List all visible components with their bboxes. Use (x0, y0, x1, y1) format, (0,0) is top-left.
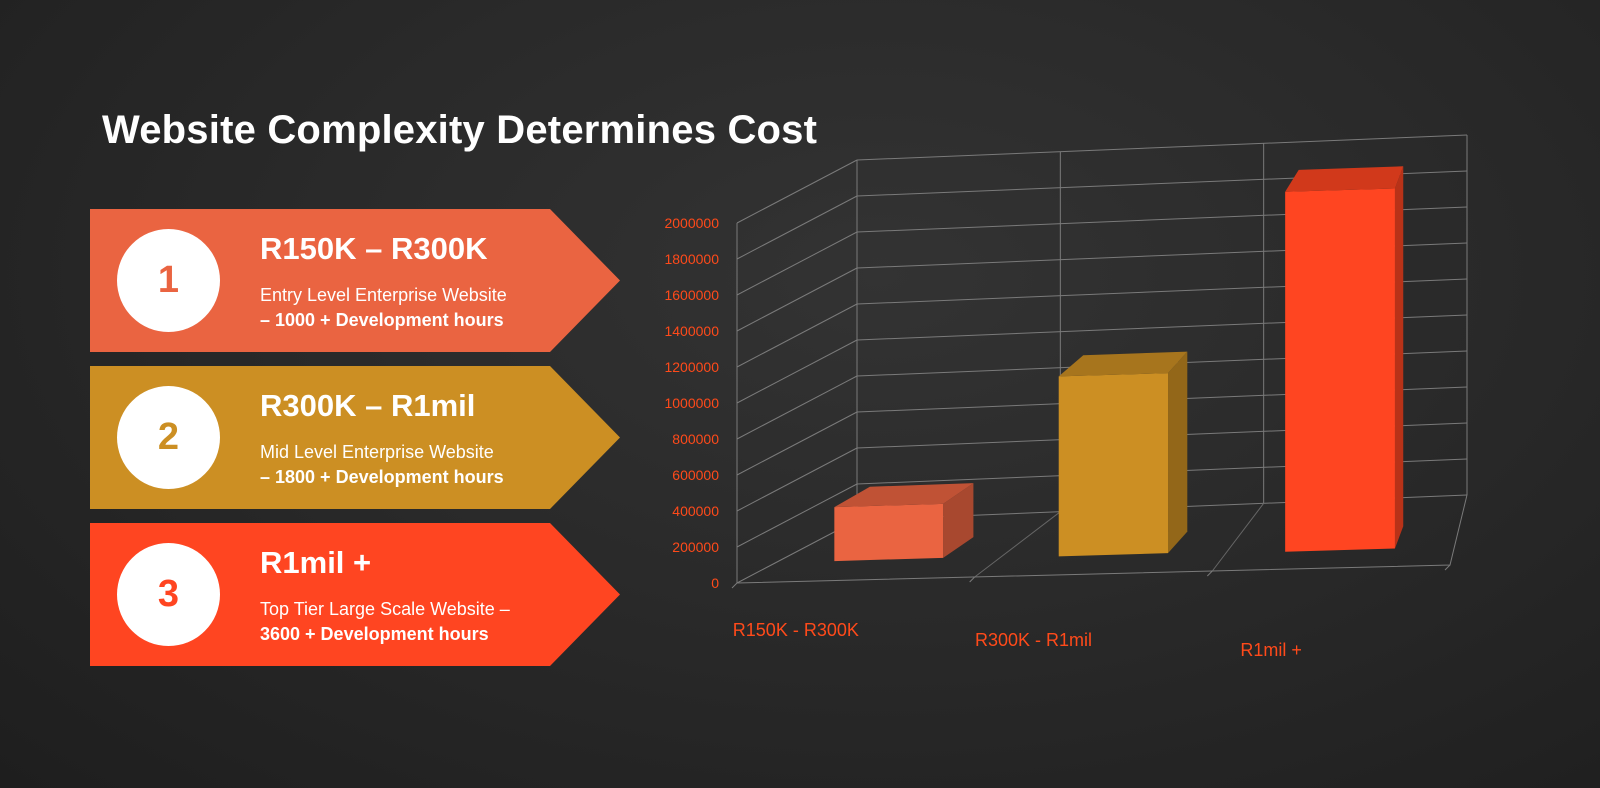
tier-card-2: 2 R300K – R1mil Mid Level Enterprise Web… (90, 366, 620, 509)
grid-line-side (736, 159, 858, 224)
tier-description-line-2: 3600 + Development hours (260, 624, 489, 644)
grid-line-floor (974, 511, 1061, 578)
tier-card-1: 1 R150K – R300K Entry Level Enterprise W… (90, 209, 620, 352)
tier-number-badge: 2 (117, 386, 220, 489)
grid-line-side (736, 231, 858, 296)
grid-line-side (736, 447, 858, 512)
bar-side (1168, 351, 1188, 554)
grid-line-side (736, 375, 858, 440)
grid-line-back (856, 134, 1468, 161)
bar-side (943, 483, 974, 558)
bar (834, 483, 974, 562)
y-tick-label: 0 (711, 575, 719, 591)
tier-description: Entry Level Enterprise Website – 1000 + … (260, 283, 507, 333)
tier-description-line-2: – 1000 + Development hours (260, 310, 504, 330)
y-tick-label: 200000 (672, 539, 719, 555)
x-category-label: R1mil + (1240, 640, 1302, 660)
bar-front (1285, 188, 1395, 552)
y-tick-label: 1800000 (664, 251, 719, 267)
bar (1285, 166, 1404, 552)
grid-line-side (736, 195, 858, 260)
y-tick-label: 1200000 (664, 359, 719, 375)
bar-top (834, 483, 974, 508)
tier-description-line-1: Mid Level Enterprise Website (260, 442, 494, 462)
grid-line-side (736, 339, 858, 404)
x-category-label: R300K - R1mil (975, 630, 1092, 650)
tier-price: R300K – R1mil (260, 388, 476, 423)
grid-line-floor (1211, 503, 1265, 572)
y-tick-label: 1600000 (664, 287, 719, 303)
tier-price: R1mil + (260, 545, 372, 580)
tier-number-badge: 1 (117, 229, 220, 332)
axis-tick (969, 576, 976, 583)
tier-card-3: 3 R1mil + Top Tier Large Scale Website –… (90, 523, 620, 666)
chart-labels: 0 200000 400000 600000 800000 1000000 1200000 1… (664, 215, 1301, 660)
tier-price: R150K – R300K (260, 231, 488, 266)
y-tick-label: 2000000 (664, 215, 719, 231)
tier-description-line-1: Top Tier Large Scale Website – (260, 599, 510, 619)
axis-tick (731, 582, 738, 589)
tier-description: Mid Level Enterprise Website – 1800 + De… (260, 440, 504, 490)
y-tick-label: 1000000 (664, 395, 719, 411)
axis-tick (1444, 564, 1451, 571)
grid-line-side (736, 483, 858, 548)
chart-bars (834, 166, 1404, 562)
tier-description-line-1: Entry Level Enterprise Website (260, 285, 507, 305)
x-category-label: R150K - R300K (733, 620, 859, 640)
bar-front (834, 503, 944, 562)
y-tick-label: 1400000 (664, 323, 719, 339)
bar-front (1058, 373, 1169, 557)
tier-number-badge: 3 (117, 543, 220, 646)
page-title: Website Complexity Determines Cost (102, 108, 818, 152)
axis-tick (1206, 570, 1213, 577)
bar-top (1285, 166, 1404, 192)
grid-line-side (736, 303, 858, 368)
bar (1058, 351, 1188, 557)
tier-description: Top Tier Large Scale Website – 3600 + De… (260, 597, 510, 647)
grid-line-side (736, 411, 858, 476)
bar-side (1394, 166, 1404, 549)
grid-line-side (736, 267, 858, 332)
bar-top (1058, 351, 1188, 377)
tier-description-line-2: – 1800 + Development hours (260, 467, 504, 487)
y-tick-label: 600000 (672, 467, 719, 483)
y-tick-label: 800000 (672, 431, 719, 447)
y-tick-label: 400000 (672, 503, 719, 519)
